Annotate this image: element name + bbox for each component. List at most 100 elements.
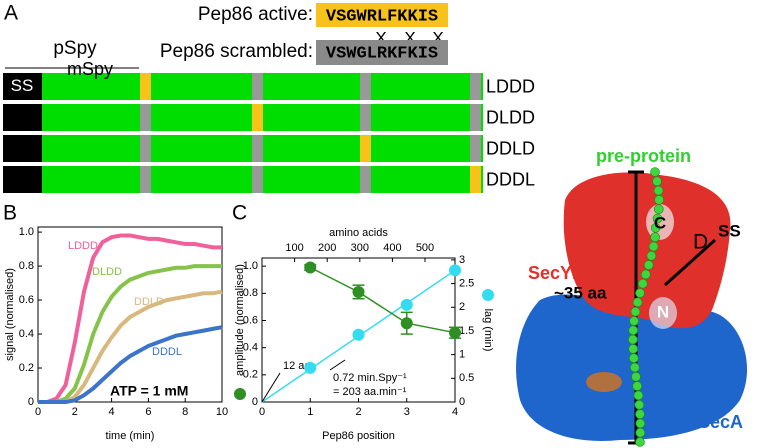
- bead: [653, 204, 664, 214]
- y2-tick-label: 0: [459, 396, 465, 408]
- ss-segment: [3, 73, 42, 100]
- panel-label: C: [232, 202, 247, 225]
- leader-line: [329, 359, 346, 371]
- bead: [643, 260, 654, 270]
- y-tick-label: 0.8: [19, 260, 34, 272]
- leader-line: [261, 372, 281, 403]
- series-line: [38, 264, 222, 404]
- point: [449, 264, 461, 277]
- point: [352, 328, 365, 341]
- seca-label: SecA: [698, 412, 743, 432]
- y2-tick-label: 1.5: [459, 325, 474, 337]
- bead: [654, 195, 664, 205]
- point: [400, 317, 413, 330]
- amplitude-fit: [309, 266, 456, 334]
- swap-mark: X: [375, 28, 386, 47]
- x-tick-label: 2: [72, 406, 78, 418]
- active-seq: VSGWRLFKKIS: [326, 7, 438, 26]
- y-tick-label: 1.0: [243, 260, 258, 272]
- ss-segment: [3, 166, 42, 193]
- pep86-segment: [140, 135, 151, 162]
- x-tick-label: 10: [216, 406, 228, 418]
- y2-tick-label: 2: [459, 301, 465, 313]
- construct-label: LDDD: [486, 76, 535, 96]
- construct-label: DDDL: [486, 169, 535, 189]
- bead: [635, 437, 645, 447]
- scrambled-label: Pep86 scrambled:: [160, 41, 313, 62]
- n-label: N: [657, 302, 669, 321]
- panel-label: B: [3, 202, 17, 225]
- pep86-segment: [360, 73, 371, 100]
- bead: [628, 344, 639, 354]
- y-tick-label: 0.6: [243, 314, 258, 326]
- y-tick-label: 0.8: [243, 287, 258, 299]
- construct-label: DDLD: [486, 138, 535, 158]
- y2-axis-label: lag (min): [482, 309, 494, 352]
- x-tick-label: 3: [404, 406, 410, 418]
- pep86-segment: [252, 135, 263, 162]
- y-tick-label: 1.0: [19, 226, 34, 238]
- ss-label: SS: [11, 76, 34, 95]
- y-axis-label: signal (normalised): [4, 268, 16, 361]
- annotation: 12 aa: [283, 360, 311, 372]
- bead: [635, 418, 646, 429]
- x-tick-label: 8: [182, 406, 188, 418]
- point: [400, 298, 413, 311]
- plot-frame: [37, 226, 223, 403]
- pspy-label: pSpy: [53, 38, 97, 59]
- x-axis-label: time (min): [106, 430, 155, 442]
- y-tick-label: 0: [28, 396, 34, 408]
- annotation: = 203 aa.min⁻¹: [333, 386, 407, 398]
- construct-rows: LDDD SS mSpy DLDD DDLD DDDL: [3, 59, 535, 193]
- pep86-segment: [252, 104, 263, 131]
- ss-pointer: [663, 238, 717, 287]
- x-tick-label: 6: [145, 406, 151, 418]
- pep86-segment: [252, 73, 263, 100]
- x-tick-label: 0: [259, 406, 265, 418]
- x2-tick-label: 300: [351, 242, 369, 254]
- annotation: 0.72 min.Spy⁻¹: [333, 372, 407, 384]
- x2-tick-label: 200: [318, 242, 336, 254]
- bead: [646, 251, 657, 261]
- c-label: C: [654, 213, 666, 232]
- bead: [628, 334, 638, 345]
- secyeg-blob: [563, 172, 731, 329]
- point: [304, 361, 317, 374]
- scrambled-seq: VSWGLRKFKIS: [326, 44, 438, 63]
- bead: [635, 409, 645, 419]
- panel-label: D: [693, 231, 708, 254]
- bead: [653, 185, 664, 196]
- x-tick-label: 4: [452, 406, 458, 418]
- annotation: ATP = 1 mM: [110, 383, 188, 399]
- bead: [632, 297, 643, 308]
- n-terminus: [649, 297, 677, 329]
- swap-mark: X: [404, 28, 415, 47]
- bead: [652, 176, 662, 187]
- pep86-segment: [470, 135, 481, 162]
- y-tick-label: 0.4: [243, 342, 258, 354]
- x-tick-label: 1: [307, 406, 313, 418]
- bead: [637, 278, 648, 289]
- ligand: [586, 372, 622, 392]
- x2-tick-label: 100: [285, 242, 303, 254]
- legend-marker: [234, 388, 246, 400]
- bead: [632, 381, 643, 391]
- x-tick-label: 2: [355, 406, 361, 418]
- pep86-segment: [140, 104, 151, 131]
- x2-axis-label: amino acids: [329, 227, 388, 239]
- length-label: ~35 aa: [554, 283, 607, 302]
- y-tick-label: 0.2: [243, 369, 258, 381]
- bead: [633, 390, 644, 401]
- pep86-segment: [470, 166, 481, 193]
- construct-label: DLDD: [486, 107, 535, 127]
- x-tick-label: 0: [35, 406, 41, 418]
- pep86-segment: [360, 166, 371, 193]
- secyeg-label: SecYEG: [528, 263, 598, 283]
- pep86-segment: [140, 166, 151, 193]
- y2-tick-label: 0.5: [459, 372, 474, 384]
- mspy-label: mSpy: [67, 59, 113, 79]
- x2-tick-label: 400: [383, 242, 401, 254]
- point: [304, 261, 317, 274]
- x-tick-label: 4: [109, 406, 115, 418]
